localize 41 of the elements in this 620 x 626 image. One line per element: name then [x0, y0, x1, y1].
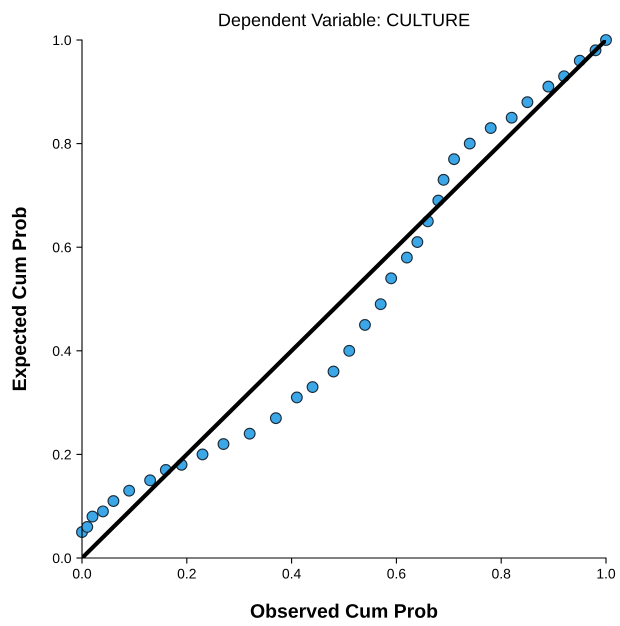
point	[343, 344, 356, 357]
point	[290, 391, 303, 404]
point	[108, 495, 120, 507]
point	[97, 505, 109, 518]
point	[484, 122, 497, 134]
x-tick-label: 0.0	[72, 568, 92, 579]
y-axis-title: Expected Cum Prob	[12, 207, 30, 390]
point	[328, 366, 340, 378]
x-tick-label: 0.8	[492, 568, 510, 579]
point	[144, 474, 156, 486]
point	[81, 520, 94, 533]
y-tick-label: 0.6	[52, 242, 71, 252]
point	[196, 448, 208, 460]
point	[86, 510, 98, 522]
point	[464, 138, 476, 150]
point	[218, 438, 230, 450]
point	[438, 174, 450, 186]
x-axis-title: Observed Cum Prob	[250, 604, 438, 618]
point	[385, 272, 398, 284]
y-tick-label: 0.8	[52, 138, 71, 149]
x-tick-label: 0.2	[178, 568, 196, 579]
point	[506, 112, 518, 124]
x-tick-label: 0.4	[282, 568, 301, 579]
point	[306, 381, 318, 393]
point	[448, 153, 460, 166]
point	[542, 80, 554, 93]
point	[374, 298, 387, 310]
y-tick-label: 0.4	[52, 346, 72, 356]
point	[270, 412, 282, 424]
x-tick-label: 1.0	[597, 568, 616, 579]
point	[359, 318, 371, 331]
point	[411, 236, 424, 248]
x-tick-label: 0.6	[387, 568, 406, 579]
y-tick-label: 0.2	[52, 450, 71, 460]
chart-title: Dependent Variable: CULTURE	[219, 13, 470, 30]
y-tick-label: 0.0	[52, 553, 72, 564]
point	[244, 428, 256, 440]
y-tick-label: 1.0	[53, 35, 72, 46]
point	[400, 252, 413, 264]
point	[123, 484, 136, 497]
point	[521, 96, 534, 108]
